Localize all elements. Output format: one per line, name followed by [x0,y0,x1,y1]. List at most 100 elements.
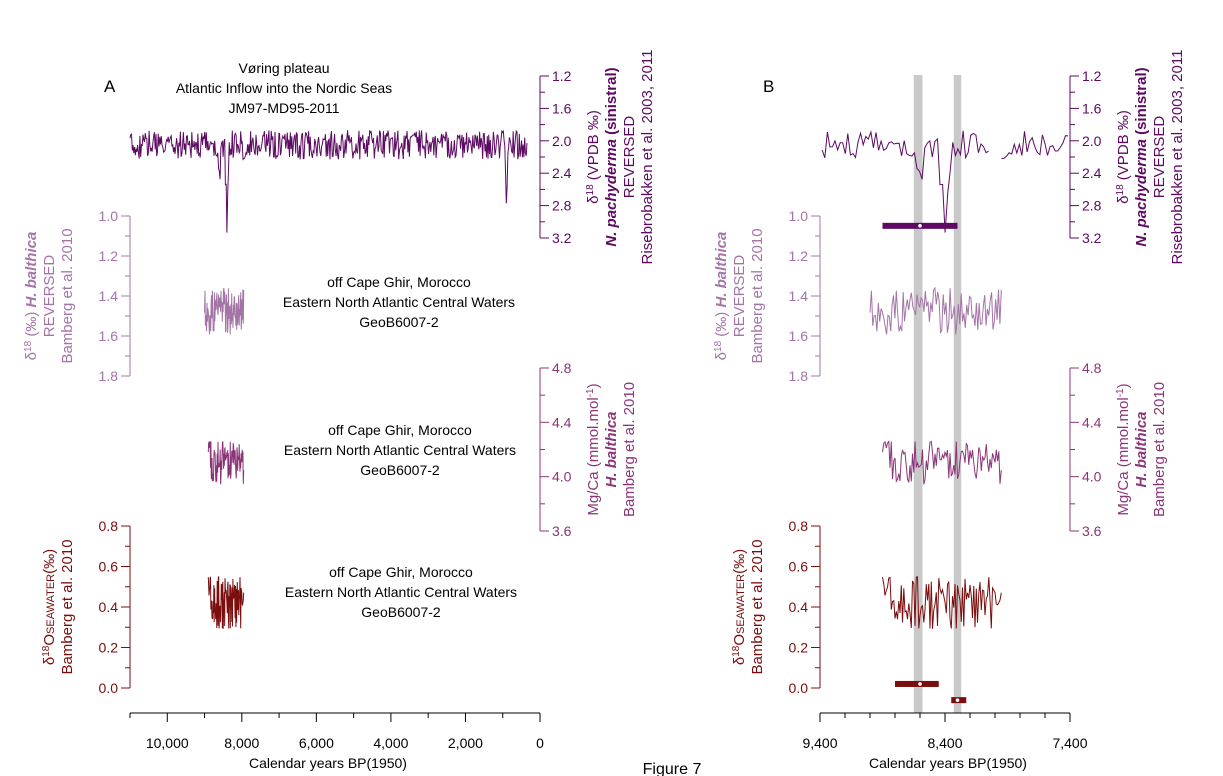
y-tick-label: 2.8 [552,198,572,214]
x-tick-label: 9,400 [802,735,837,751]
x-tick-label: 10,000 [146,735,189,751]
y-tick-label: 4.8 [1082,360,1102,376]
y-tick-label: 4.4 [552,414,572,430]
y-tick-label: 1.2 [99,248,119,264]
annotation-cape-ghir-1: off Cape Ghir, Morocco Eastern North Atl… [283,274,515,330]
figure-label: Figure 7 [643,761,702,776]
y-tick-label: 0.2 [99,640,119,656]
annotation-cape-ghir-3: off Cape Ghir, Morocco Eastern North Atl… [285,564,517,620]
y-tick-label: 1.2 [789,248,809,264]
y-axis-label-line: REVERSED [41,255,58,338]
y-tick-label: 0.8 [99,518,119,534]
x-tick-label: 7,400 [1052,735,1087,751]
y-tick-label: 3.6 [552,523,572,539]
series-line-d18o_hbal-panel-A [204,287,245,335]
series-line-d18o_npach-panel-B [821,130,989,233]
y-tick-label: 0.0 [99,680,119,696]
y-tick-label: 0.6 [789,559,809,575]
shaded-interval [913,75,923,713]
x-axis-label-a: Calendar years BP(1950) [249,755,407,771]
y-tick-label: 1.6 [99,328,119,344]
x-tick-label: 8,400 [927,735,962,751]
y-tick-label: 0.4 [789,599,809,615]
y-tick-label: 0.4 [99,599,119,615]
y-axis-label-line: REVERSED [621,116,638,199]
y-axis-label-line: N. pachyderma (sinistral) [1133,67,1150,246]
y-axis-label-line: REVERSED [731,255,748,338]
annotation-line: GeoB6007-2 [361,604,441,620]
y-axis-label-line: δ18 (VPDB ‰) [585,110,603,204]
axes: 10,000 8,000 6,000 4,000 2,000 0 9,400 8,400 7,4… [23,50,1187,751]
annotation-line: off Cape Ghir, Morocco [327,274,471,290]
annotation-voring-plateau: Vøring plateau Atlantic Inflow into the … [176,60,392,116]
annotation-line: off Cape Ghir, Morocco [329,564,473,580]
x-axis-label-b: Calendar years BP(1950) [869,755,1027,771]
y-tick-label: 2.0 [1082,133,1102,149]
annotation-line: GeoB6007-2 [360,462,440,478]
y-tick-label: 4.8 [552,360,572,376]
y-tick-label: 1.0 [789,208,809,224]
panel-label-a: A [104,77,116,96]
y-tick-label: 4.4 [1082,414,1102,430]
annotation-line: GeoB6007-2 [359,314,439,330]
series-line-mgca-panel-A [207,441,245,485]
y-axis-label-line: Risebrobakken et al. 2003, 2011 [639,50,656,265]
age-error-bar-center [918,224,922,228]
x-tick-label: 2,000 [448,735,483,751]
annotation-line: off Cape Ghir, Morocco [328,422,472,438]
y-tick-label: 0.8 [789,518,809,534]
y-axis-label-line: δ18OSEAWATER(‰) [41,549,59,665]
shaded-intervals [913,75,962,713]
x-tick-label: 4,000 [373,735,408,751]
annotation-line: Eastern North Atlantic Central Waters [284,442,516,458]
y-axis-label-line: H. balthica [603,412,620,488]
y-tick-label: 4.0 [552,469,572,485]
y-tick-label: 1.6 [789,328,809,344]
y-tick-label: 3.6 [1082,523,1102,539]
y-axis-label-line: Mg/Ca (mmol.mol-1) [1115,383,1133,515]
y-tick-label: 1.4 [789,288,809,304]
y-tick-label: 4.0 [1082,469,1102,485]
y-tick-label: 0.0 [789,680,809,696]
y-axis-label-line: Risebrobakken et al. 2003, 2011 [1169,50,1186,265]
y-tick-label: 2.8 [1082,198,1102,214]
y-axis-label-line: Bamberg et al. 2010 [59,228,76,363]
y-tick-label: 1.2 [1082,68,1102,84]
y-tick-label: 1.0 [99,208,119,224]
y-tick-label: 2.0 [552,133,572,149]
shaded-interval [953,75,962,713]
annotation-cape-ghir-2: off Cape Ghir, Morocco Eastern North Atl… [284,422,516,478]
y-axis-label-line: δ18 (‰) H. balthica [713,232,731,361]
annotation-line: Vøring plateau [238,60,329,76]
age-error-bar-center [918,682,922,686]
y-axis-label-line: Bamberg et al. 2010 [749,228,766,363]
series-line-d18osw-panel-A [207,576,245,629]
y-tick-label: 1.6 [1082,100,1102,116]
y-axis-label-line: Bamberg et al. 2010 [1151,382,1168,517]
y-axis-label-line: REVERSED [1151,116,1168,199]
series-line-d18o_npach-panel-B [1001,131,1069,160]
y-tick-label: 1.6 [552,100,572,116]
age-error-bar [895,680,939,687]
y-tick-label: 1.2 [552,68,572,84]
y-axis-label-line: N. pachyderma (sinistral) [603,67,620,246]
y-tick-label: 1.4 [99,288,119,304]
y-axis-label-line: Mg/Ca (mmol.mol-1) [585,383,603,515]
age-error-bar-center [955,698,960,702]
annotation-line: Eastern North Atlantic Central Waters [283,294,515,310]
y-tick-label: 3.2 [1082,230,1102,246]
x-tick-label: 8,000 [224,735,259,751]
series-line-d18o_npach-panel-A [129,129,528,233]
error-bars [882,222,967,704]
x-tick-label: 0 [536,735,544,751]
y-tick-label: 0.2 [789,640,809,656]
panel-label-b: B [763,77,774,96]
y-axis-label-line: Bamberg et al. 2010 [621,382,638,517]
y-axis-label-line: Bamberg et al. 2010 [59,539,76,674]
annotation-line: Eastern North Atlantic Central Waters [285,584,517,600]
y-axis-label-line: H. balthica [1133,412,1150,488]
series-line-d18o_hbal-panel-B [869,286,1002,335]
y-axis-label-line: Bamberg et al. 2010 [749,539,766,674]
y-axis-label-line: δ18 (‰) H. balthica [23,232,41,361]
